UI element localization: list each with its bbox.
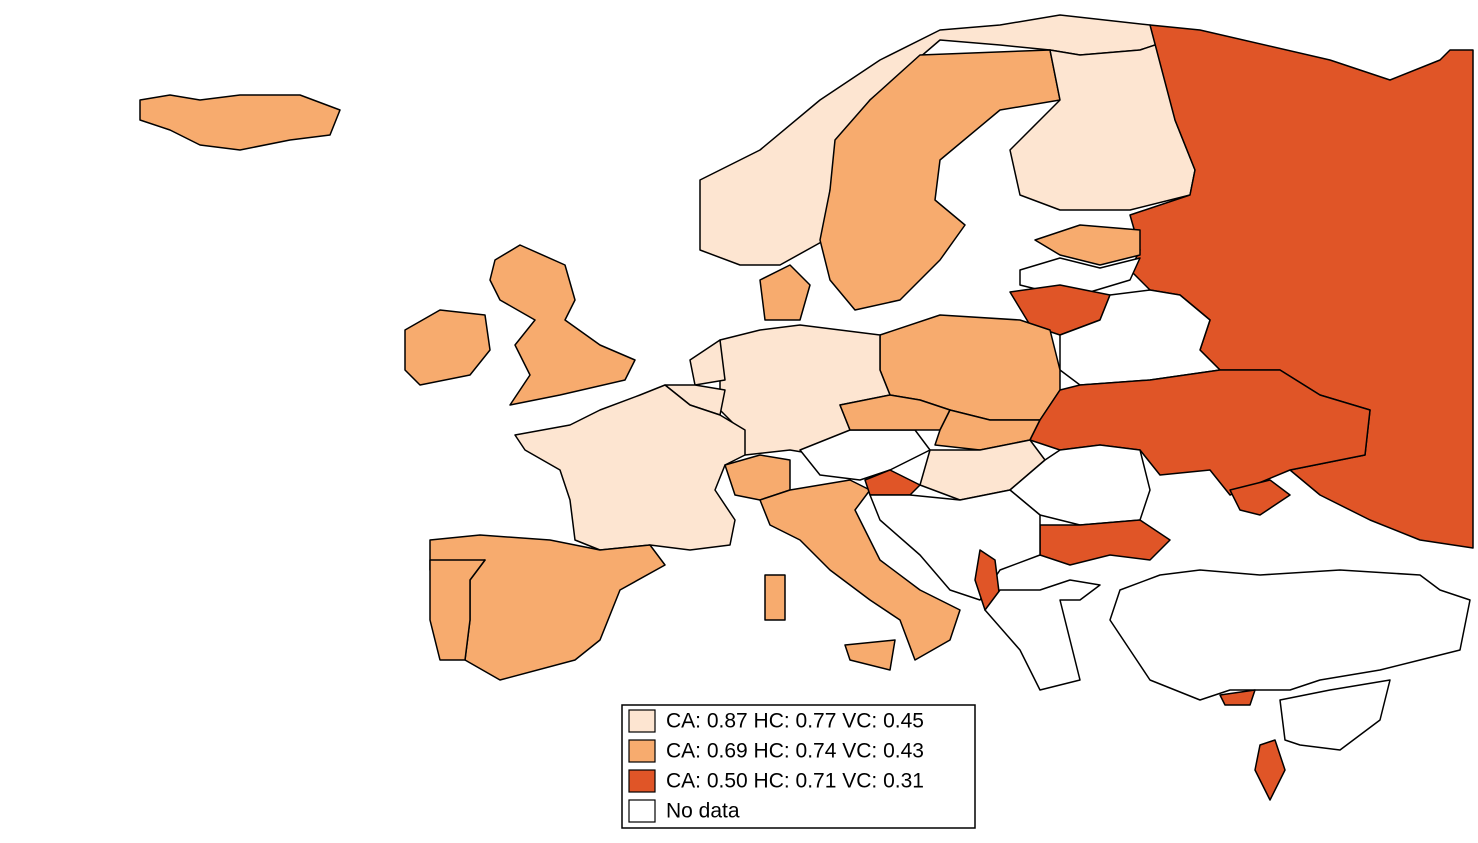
legend-swatch bbox=[628, 769, 656, 793]
belarus bbox=[1059, 289, 1221, 386]
legend-label: No data bbox=[666, 800, 740, 823]
denmark bbox=[759, 264, 811, 321]
balkans bbox=[869, 489, 1041, 601]
levant bbox=[1279, 679, 1391, 751]
legend-label: CA: 0.87 HC: 0.77 VC: 0.45 bbox=[666, 710, 924, 733]
cyprus bbox=[1219, 689, 1256, 706]
italy bbox=[759, 479, 961, 661]
greece bbox=[984, 579, 1101, 691]
legend-swatch bbox=[628, 739, 656, 763]
united-kingdom bbox=[489, 244, 636, 406]
netherlands bbox=[689, 339, 726, 386]
legend-label: CA: 0.69 HC: 0.74 VC: 0.43 bbox=[666, 740, 924, 763]
bulgaria bbox=[1039, 519, 1171, 566]
legend-box bbox=[621, 704, 976, 829]
france bbox=[514, 384, 746, 551]
estonia bbox=[1034, 224, 1141, 266]
israel bbox=[1254, 739, 1286, 801]
legend-swatch bbox=[628, 799, 656, 823]
ireland bbox=[404, 309, 491, 386]
iceland bbox=[139, 94, 341, 151]
legend-items: CA: 0.87 HC: 0.77 VC: 0.45 CA: 0.69 HC: 0… bbox=[628, 709, 924, 823]
legend: CA: 0.87 HC: 0.77 VC: 0.45 CA: 0.69 HC: 0… bbox=[621, 704, 976, 829]
sweden bbox=[819, 49, 1061, 311]
latvia bbox=[1019, 257, 1141, 293]
sicily bbox=[844, 639, 896, 671]
legend-swatch bbox=[628, 709, 656, 733]
countries bbox=[139, 14, 1474, 801]
turkey bbox=[1109, 569, 1471, 701]
finland bbox=[1009, 39, 1196, 211]
portugal bbox=[429, 559, 486, 661]
crimea bbox=[1229, 479, 1291, 516]
legend-label: CA: 0.50 HC: 0.71 VC: 0.31 bbox=[666, 770, 924, 793]
sardinia bbox=[764, 574, 786, 621]
romania bbox=[1009, 444, 1151, 526]
slovenia bbox=[864, 469, 921, 496]
